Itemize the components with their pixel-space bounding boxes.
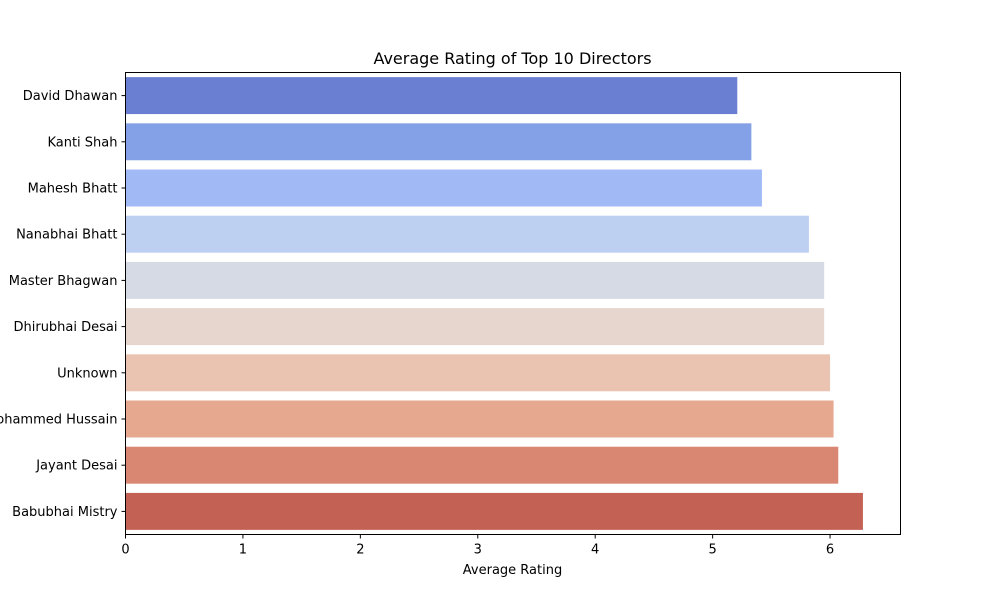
bar (125, 492, 863, 530)
x-tick-label: 5 (708, 543, 716, 558)
bar (125, 77, 738, 115)
chart-title: Average Rating of Top 10 Directors (373, 49, 651, 68)
bar (125, 123, 752, 161)
x-tick-label: 3 (474, 543, 482, 558)
y-tick-label: Babubhai Mistry (12, 505, 118, 520)
bar (125, 261, 825, 299)
y-tick-label: Dhirubhai Desai (13, 320, 117, 335)
y-tick-label: Nanabhai Bhatt (16, 228, 117, 243)
y-tick-label: Jayant Desai (35, 459, 117, 474)
x-tick-label: 2 (356, 543, 364, 558)
bar (125, 446, 839, 484)
y-tick-label: Master Bhagwan (9, 274, 118, 289)
x-tick-label: 0 (121, 543, 129, 558)
x-axis-label: Average Rating (463, 563, 562, 578)
bars-layer (125, 77, 863, 530)
plot-frame (125, 72, 901, 535)
y-tick-label: Unknown (57, 366, 117, 381)
x-tick-label: 1 (239, 543, 247, 558)
y-tick-label: Kanti Shah (47, 135, 117, 150)
x-tick-label: 4 (591, 543, 599, 558)
y-tick-label: Mahesh Bhatt (28, 182, 118, 197)
bar (125, 308, 825, 346)
x-axis: 0 1 2 3 4 5 6 (121, 534, 834, 558)
bar (125, 354, 831, 392)
bar (125, 169, 762, 207)
bar (125, 215, 809, 253)
x-tick-label: 6 (826, 543, 834, 558)
y-tick-label: David Dhawan (23, 89, 118, 104)
y-tick-label: Mohammed Hussain (0, 413, 118, 428)
bar (125, 400, 834, 438)
y-axis: David Dhawan Kanti Shah Mahesh Bhatt Nanabh… (0, 89, 126, 520)
